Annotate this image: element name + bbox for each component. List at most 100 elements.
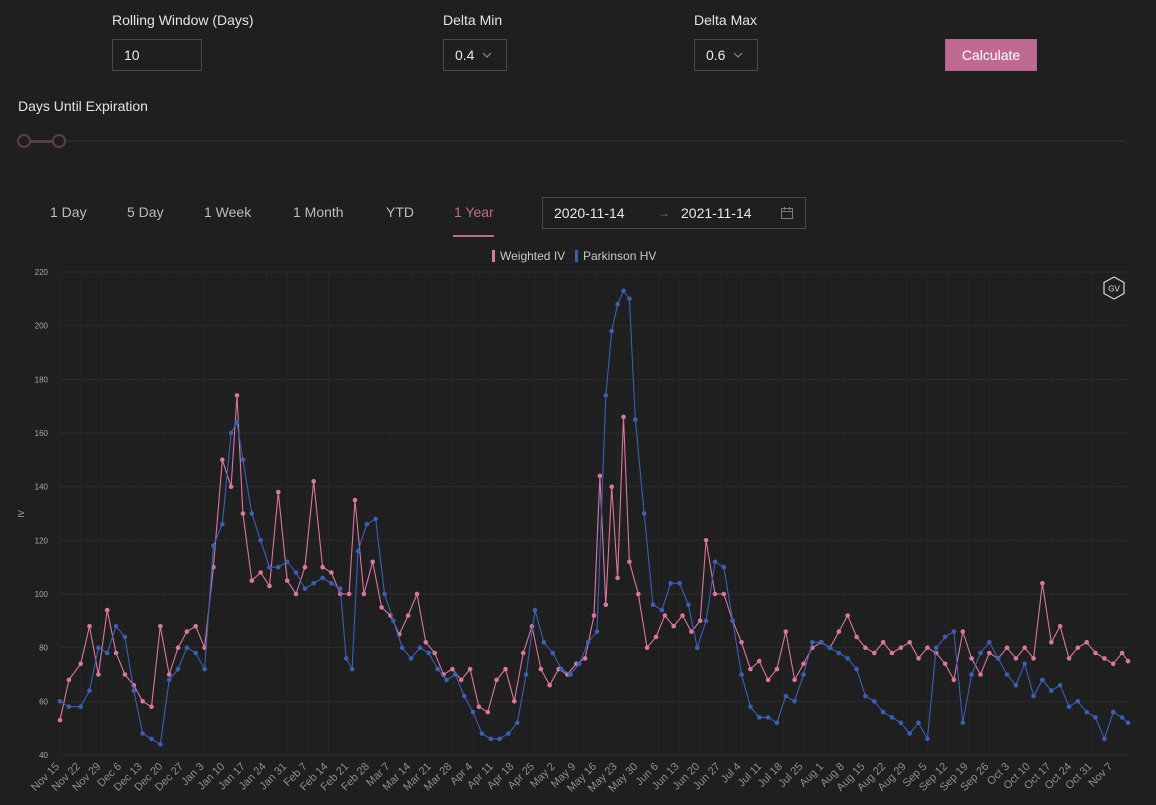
delta-min-select[interactable]: 0.4 bbox=[443, 39, 507, 71]
data-point bbox=[523, 672, 529, 677]
legend-weighted-iv[interactable]: Weighted IV bbox=[492, 249, 565, 263]
data-point bbox=[373, 516, 379, 522]
data-point bbox=[933, 645, 939, 650]
data-point bbox=[249, 511, 255, 516]
data-point bbox=[453, 672, 458, 677]
data-point bbox=[87, 688, 92, 693]
data-point bbox=[951, 677, 957, 683]
data-point bbox=[512, 699, 517, 704]
tab-1-day[interactable]: 1 Day bbox=[50, 204, 87, 220]
data-point bbox=[995, 656, 1001, 661]
data-point bbox=[942, 634, 948, 640]
date-range-end-input[interactable] bbox=[681, 205, 771, 221]
legend-parkinson-hv[interactable]: Parkinson HV bbox=[575, 249, 656, 263]
data-point bbox=[1049, 640, 1054, 645]
data-point bbox=[541, 640, 547, 645]
data-point bbox=[1119, 715, 1125, 720]
data-point bbox=[783, 629, 789, 634]
data-point bbox=[497, 736, 502, 742]
tab-1-week[interactable]: 1 Week bbox=[204, 204, 252, 220]
data-point bbox=[352, 497, 358, 503]
tab-1-month[interactable]: 1 Month bbox=[293, 204, 344, 220]
series-line bbox=[59, 289, 1129, 746]
data-point bbox=[113, 623, 119, 629]
legend-swatch-parkinson-hv bbox=[575, 250, 578, 262]
data-point bbox=[66, 704, 72, 709]
data-point bbox=[249, 578, 255, 583]
data-point bbox=[792, 677, 797, 683]
data-point bbox=[756, 658, 762, 664]
tab-5-day[interactable]: 5 Day bbox=[127, 204, 164, 220]
tab-ytd[interactable]: YTD bbox=[386, 204, 414, 220]
data-point bbox=[969, 656, 974, 661]
data-point bbox=[1057, 682, 1063, 688]
data-point bbox=[597, 473, 603, 479]
tab-1-year[interactable]: 1 Year bbox=[454, 204, 494, 220]
data-point bbox=[175, 666, 181, 672]
data-point bbox=[284, 559, 290, 565]
delta-max-value: 0.6 bbox=[706, 47, 726, 63]
data-point bbox=[1093, 715, 1098, 720]
data-point bbox=[987, 650, 992, 656]
data-point bbox=[627, 559, 632, 565]
data-point bbox=[470, 709, 476, 715]
data-point bbox=[355, 548, 361, 554]
y-tick-label: 120 bbox=[35, 536, 49, 545]
data-point bbox=[1031, 656, 1036, 661]
data-point bbox=[364, 521, 370, 527]
data-point bbox=[220, 521, 225, 527]
data-point bbox=[338, 586, 343, 591]
data-point bbox=[801, 672, 806, 677]
data-point bbox=[582, 656, 588, 661]
data-point bbox=[220, 457, 225, 463]
data-point bbox=[748, 704, 753, 709]
data-point bbox=[748, 666, 753, 672]
rolling-window-input[interactable] bbox=[112, 39, 202, 71]
data-point bbox=[228, 484, 234, 489]
data-point bbox=[576, 661, 582, 667]
calendar-icon[interactable] bbox=[780, 206, 794, 220]
data-point bbox=[594, 629, 600, 634]
data-point bbox=[1075, 645, 1081, 650]
data-point bbox=[1040, 677, 1045, 683]
expiration-slider-min-handle[interactable] bbox=[17, 134, 31, 148]
data-point bbox=[703, 618, 709, 624]
data-point bbox=[650, 602, 656, 607]
data-point bbox=[668, 581, 673, 586]
data-point bbox=[721, 591, 727, 597]
data-point bbox=[662, 613, 668, 618]
data-point bbox=[854, 666, 859, 672]
data-point bbox=[765, 677, 771, 683]
rolling-window-label: Rolling Window (Days) bbox=[112, 12, 254, 28]
data-point bbox=[293, 591, 299, 597]
date-range-start-input[interactable] bbox=[554, 205, 644, 221]
data-point bbox=[550, 650, 555, 656]
expiration-slider-track[interactable] bbox=[18, 140, 1126, 142]
data-point bbox=[311, 479, 317, 484]
expiration-slider-max-handle[interactable] bbox=[52, 134, 66, 148]
y-tick-label: 80 bbox=[39, 644, 48, 653]
data-point bbox=[712, 591, 718, 597]
data-point bbox=[1125, 720, 1131, 726]
data-point bbox=[1084, 709, 1089, 715]
data-point bbox=[1110, 661, 1116, 667]
data-point bbox=[240, 457, 246, 463]
data-point bbox=[158, 623, 163, 629]
data-point bbox=[379, 605, 384, 610]
y-tick-label: 60 bbox=[39, 697, 48, 706]
data-point bbox=[960, 629, 966, 634]
calculate-button[interactable]: Calculate bbox=[945, 39, 1037, 71]
data-point bbox=[686, 602, 691, 607]
data-point bbox=[845, 656, 850, 661]
data-point bbox=[276, 489, 281, 495]
data-point bbox=[801, 661, 806, 667]
data-point bbox=[532, 607, 538, 613]
delta-max-select[interactable]: 0.6 bbox=[694, 39, 758, 71]
data-point bbox=[302, 564, 308, 570]
data-point bbox=[1125, 658, 1131, 664]
data-point bbox=[880, 640, 886, 645]
data-point bbox=[1013, 656, 1019, 661]
delta-max-label: Delta Max bbox=[694, 12, 758, 28]
